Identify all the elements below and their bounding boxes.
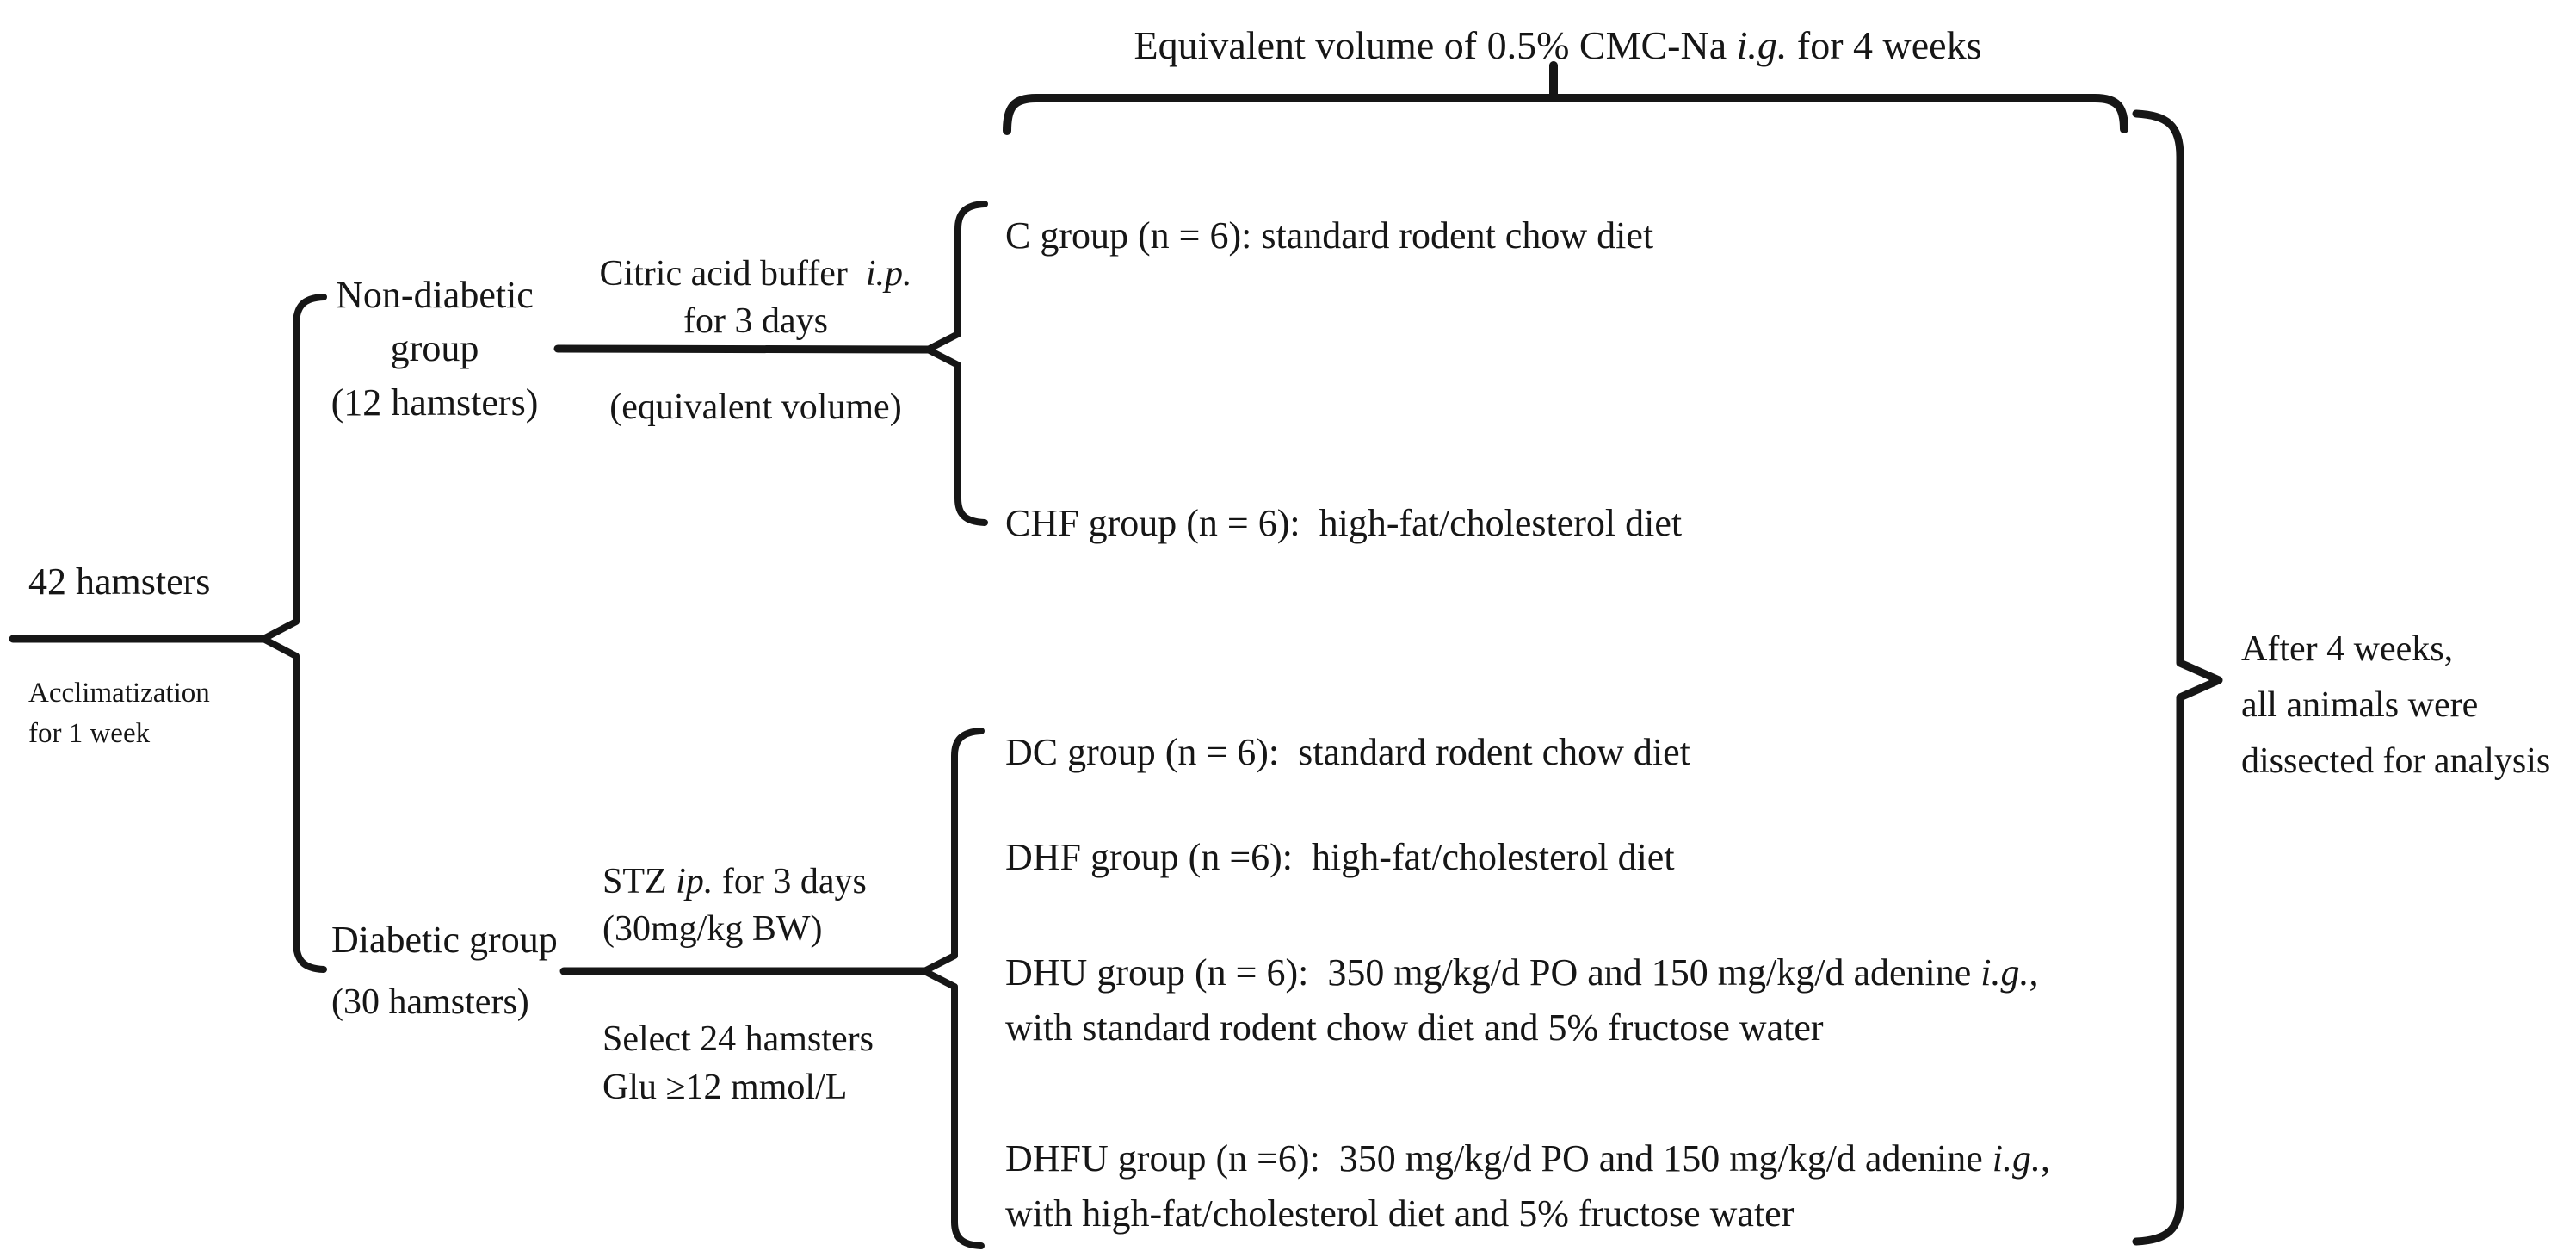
group-dhu-route: i.g.	[1980, 951, 2029, 994]
nondiabetic-treatment-below: (equivalent volume)	[609, 387, 902, 427]
group-dhu-line2: with standard rodent chow diet and 5% fr…	[1005, 1006, 1824, 1050]
nondiabetic-count: (12 hamsters)	[330, 381, 539, 424]
group-dhf: DHF group (n =6): high-fat/cholesterol d…	[1005, 836, 1675, 878]
nondiabetic-name-line1: Non-diabetic	[336, 274, 534, 316]
nondiabetic-split-brace	[924, 201, 988, 526]
cmc-treatment-bracket	[1003, 61, 2128, 135]
cmc-treatment-label-post: for 4 weeks	[1787, 23, 1982, 67]
source-note-line1: Acclimatization	[28, 678, 210, 709]
selection-line2: Glu ≥12 mmol/L	[602, 1067, 848, 1107]
outcome-line2: all animals were	[2241, 685, 2479, 726]
group-dhu-post: ,	[2029, 951, 2039, 994]
group-dhfu-route: i.g.	[1992, 1137, 2041, 1180]
outcome-note: After 4 weeks, all animals were dissected …	[2241, 622, 2550, 789]
group-chf: CHF group (n = 6): high-fat/cholesterol …	[1005, 502, 1683, 544]
citric-treatment-route: i.p.	[865, 254, 912, 294]
group-dhfu-line2: with high-fat/cholesterol diet and 5% fr…	[1005, 1192, 1795, 1235]
group-dhu-pre: DHU group (n = 6): 350 mg/kg/d PO and 15…	[1005, 951, 1981, 994]
source-note-line2: for 1 week	[28, 717, 151, 749]
source-note: Acclimatization for 1 week	[28, 673, 210, 754]
stz-treatment-pre: STZ	[602, 862, 676, 901]
group-c: C group (n = 6): standard rodent chow di…	[1005, 214, 1654, 257]
diabetic-count: (30 hamsters)	[331, 982, 529, 1022]
group-dhfu: DHFU group (n =6): 350 mg/kg/d PO and 15…	[1005, 1131, 2050, 1242]
diabetic-treatment-above: STZ ip. for 3 days (30mg/kg BW)	[602, 858, 867, 952]
group-dc: DC group (n = 6): standard rodent chow d…	[1005, 731, 1690, 773]
outcome-line1: After 4 weeks,	[2241, 629, 2454, 669]
group-dhfu-post: ,	[2040, 1137, 2050, 1180]
nondiabetic-name-line2: group	[390, 327, 479, 370]
nondiabetic-branch-line	[553, 344, 932, 354]
citric-treatment-duration: for 3 days	[683, 300, 828, 341]
stz-dose: (30mg/kg BW)	[602, 908, 823, 949]
nondiabetic-treatment-above: Citric acid buffer i.p. for 3 days	[558, 251, 954, 344]
stz-treatment-post: for 3 days	[713, 862, 867, 901]
group-dhu: DHU group (n = 6): 350 mg/kg/d PO and 15…	[1005, 945, 2039, 1056]
outcome-collect-brace	[2132, 109, 2223, 1246]
stz-treatment-route: ip.	[676, 862, 713, 901]
diabetic-selection-note: Select 24 hamsters Glu ≥12 mmol/L	[602, 1016, 874, 1112]
outcome-line3: dissected for analysis	[2241, 741, 2551, 782]
source-split-brace	[260, 294, 327, 973]
cmc-treatment-label: Equivalent volume of 0.5% CMC-Na i.g. fo…	[1007, 21, 2109, 71]
selection-line1: Select 24 hamsters	[602, 1019, 874, 1059]
cmc-treatment-label-route: i.g.	[1736, 23, 1788, 67]
citric-treatment-pre: Citric acid buffer	[599, 254, 866, 294]
group-dhfu-pre: DHFU group (n =6): 350 mg/kg/d PO and 15…	[1005, 1137, 1992, 1180]
nondiabetic-group-label: Non-diabetic group (12 hamsters)	[301, 269, 568, 430]
diabetic-group-label: Diabetic group	[331, 919, 558, 961]
diabetic-split-brace	[921, 728, 985, 1249]
source-label: 42 hamsters	[28, 560, 211, 603]
cmc-treatment-label-pre: Equivalent volume of 0.5% CMC-Na	[1134, 23, 1737, 67]
